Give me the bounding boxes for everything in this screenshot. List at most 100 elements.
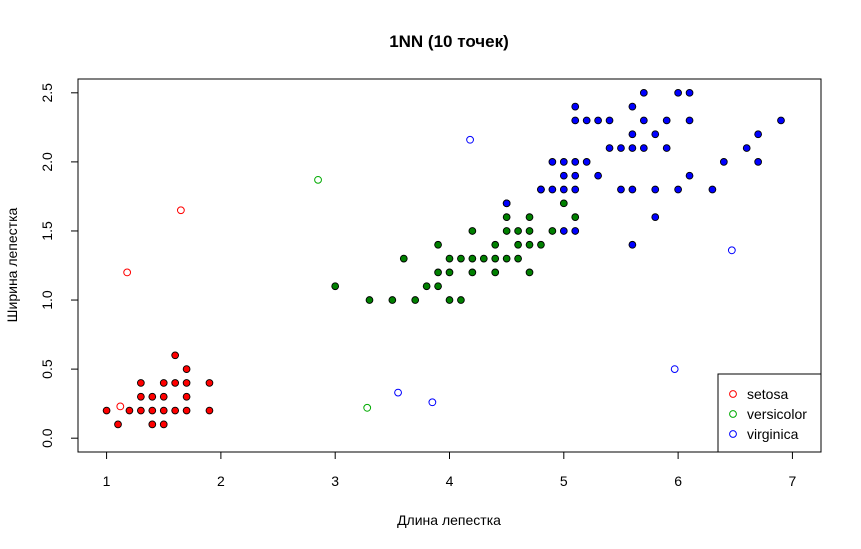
- versicolor-point: [468, 227, 477, 235]
- virginica-point: [571, 116, 580, 125]
- x-tick-label: 2: [217, 473, 225, 489]
- y-tick-label: 1.0: [39, 290, 55, 310]
- versicolor-point: [559, 199, 568, 208]
- virginica-test-point: [670, 365, 679, 374]
- setosa-point: [171, 406, 180, 415]
- virginica-point: [571, 227, 580, 235]
- y-tick-label: 0.0: [39, 428, 55, 448]
- virginica-point: [548, 158, 557, 166]
- chart-title: 1NN (10 точек): [389, 32, 509, 51]
- virginica-point: [559, 227, 568, 235]
- versicolor-point: [525, 213, 534, 221]
- virginica-point: [559, 185, 568, 194]
- virginica-point: [719, 158, 728, 166]
- x-tick-label: 3: [331, 473, 339, 489]
- virginica-point: [628, 102, 637, 111]
- y-axis: 0.0 0.5 1.0 1.5 2.0 2.5: [39, 83, 78, 448]
- x-tick-label: 6: [674, 473, 682, 489]
- virginica-point: [651, 130, 660, 139]
- x-tick-label: 7: [789, 473, 797, 489]
- virginica-point: [685, 171, 694, 180]
- setosa-point: [114, 420, 122, 429]
- y-axis-title: Ширина лепестка: [4, 207, 20, 322]
- versicolor-point: [434, 240, 442, 249]
- versicolor-point: [445, 268, 454, 277]
- setosa-point: [182, 406, 191, 415]
- x-axis: 1 2 3 4 5 6 7: [103, 452, 797, 489]
- versicolor-test-point: [363, 403, 372, 412]
- x-tick-label: 1: [103, 473, 111, 489]
- setosa-point: [205, 379, 214, 387]
- virginica-point: [639, 88, 648, 97]
- virginica-test-point: [727, 246, 736, 255]
- virginica-point: [754, 158, 762, 166]
- setosa-point: [159, 392, 168, 401]
- versicolor-point: [388, 296, 397, 304]
- virginica-point: [662, 144, 671, 152]
- versicolor-point: [491, 268, 500, 277]
- legend-marker-versicolor: [729, 410, 737, 418]
- versicolor-point: [571, 213, 580, 221]
- virginica-point: [537, 185, 545, 194]
- setosa-test-point: [123, 268, 132, 277]
- versicolor-point: [365, 296, 374, 304]
- virginica-point: [571, 185, 580, 194]
- virginica-point: [651, 185, 660, 194]
- versicolor-point: [479, 254, 488, 263]
- versicolor-point: [514, 240, 522, 249]
- x-tick-label: 4: [446, 473, 454, 489]
- virginica-point: [628, 185, 637, 194]
- versicolor-point: [548, 227, 557, 235]
- virginica-point: [594, 171, 602, 180]
- legend-marker-virginica: [729, 430, 737, 438]
- virginica-test-point: [466, 135, 474, 144]
- versicolor-point: [422, 282, 431, 291]
- virginica-point: [685, 88, 694, 97]
- y-tick-label: 1.5: [39, 221, 55, 241]
- setosa-point: [148, 406, 157, 415]
- versicolor-point: [434, 282, 442, 291]
- virginica-point: [571, 158, 580, 166]
- virginica-point: [628, 144, 637, 152]
- virginica-point: [571, 102, 580, 111]
- setosa-point: [159, 420, 168, 429]
- setosa-point: [171, 379, 180, 387]
- versicolor-point: [514, 254, 522, 263]
- setosa-point: [159, 406, 168, 415]
- virginica-point: [639, 144, 648, 152]
- versicolor-point: [468, 254, 477, 263]
- setosa-point: [159, 379, 168, 387]
- versicolor-point: [525, 240, 534, 249]
- versicolor-point: [331, 282, 340, 291]
- virginica-test-point: [394, 388, 402, 397]
- virginica-point: [571, 171, 580, 180]
- versicolor-point: [502, 227, 511, 235]
- setosa-point: [182, 392, 191, 401]
- versicolor-test-point: [314, 175, 322, 184]
- versicolor-point: [457, 254, 465, 263]
- legend-box: [717, 373, 822, 453]
- setosa-point: [182, 379, 191, 387]
- versicolor-point: [525, 268, 534, 277]
- legend-label-setosa: setosa: [747, 386, 788, 402]
- virginica-point: [559, 158, 568, 166]
- setosa-point: [137, 392, 145, 401]
- virginica-point: [502, 199, 511, 208]
- setosa-point: [148, 420, 157, 429]
- virginica-point: [617, 185, 625, 194]
- setosa-test-point: [176, 206, 185, 215]
- virginica-test-point: [428, 398, 437, 407]
- virginica-point: [605, 116, 614, 125]
- virginica-point: [639, 116, 648, 125]
- versicolor-point: [491, 254, 500, 263]
- virginica-point: [559, 171, 568, 180]
- virginica-point: [777, 116, 785, 125]
- versicolor-point: [457, 296, 465, 304]
- legend: setosa versicolor virginica: [717, 373, 822, 453]
- versicolor-point: [399, 254, 408, 263]
- setosa-test-point: [116, 402, 125, 411]
- setosa-point: [205, 406, 214, 415]
- setosa-point: [148, 392, 157, 401]
- legend-label-virginica: virginica: [747, 426, 799, 442]
